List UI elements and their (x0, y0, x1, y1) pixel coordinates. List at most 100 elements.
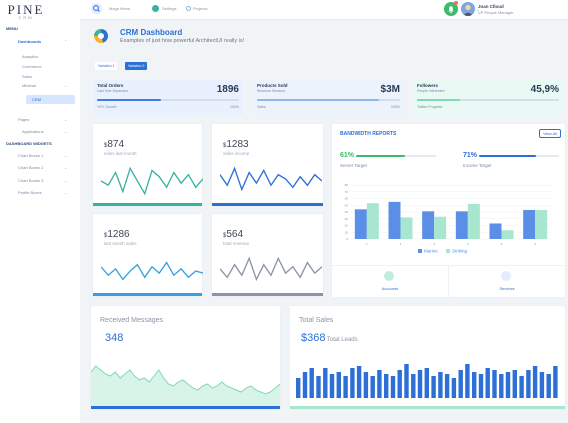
accounts-button[interactable]: Accounts (332, 266, 448, 298)
mega-menu-link[interactable]: Mega Menu (109, 6, 130, 11)
stat-title: Followers (417, 83, 439, 88)
card-accent-bar (212, 203, 323, 206)
bar-marine (489, 223, 502, 239)
sales-bar (485, 368, 490, 398)
chevron-down-icon[interactable]: ⌄ (64, 178, 68, 183)
logo-main-text: PINE (7, 2, 45, 17)
stat-subtitle: Revenue Streams (257, 89, 286, 93)
x-tick-label: 3 (433, 242, 435, 246)
sparkline (220, 166, 322, 192)
stat-subtitle: People Interested (417, 89, 445, 93)
income-target-label: Income Target (463, 163, 492, 168)
sidebar-item-applications[interactable]: Applications (22, 129, 44, 134)
sidebar-item-sales[interactable]: Sales (22, 74, 33, 79)
sidebar-item-chart-boxes-1[interactable]: Chart Boxes 1 (18, 153, 44, 158)
app-logo[interactable]: PINE CRM (6, 3, 46, 20)
notification-button[interactable] (444, 2, 458, 16)
income-target-track (479, 155, 559, 157)
legend-swatch (418, 249, 422, 253)
bandwidth-bar-chart: 0 10 20 30 40 50 60 70 80 1 2 3 4 5 6 Marine Striking (345, 183, 552, 254)
sales-income-card: $1283 sales income (212, 124, 323, 206)
card-accent-bar (93, 203, 202, 206)
sidebar: PINE CRM MENU Dashboards ⌃ Analytics Com… (0, 0, 80, 423)
mini-amount: 874 (107, 139, 125, 150)
income-target-fill (479, 155, 536, 157)
last-month-sales-card: $1286 last month sales (93, 214, 203, 296)
y-tick-label: 60 (345, 197, 349, 201)
messages-title: Received Messages (100, 317, 164, 324)
sidebar-item-chart-boxes-2[interactable]: Chart Boxes 2 (18, 165, 44, 170)
sidebar-item-dashboards[interactable]: Dashboards (18, 39, 42, 44)
bar-marine (354, 209, 367, 239)
search-icon (93, 5, 100, 12)
sidebar-item-profile-boxes[interactable]: Profile Boxes (18, 190, 42, 195)
avatar[interactable] (461, 2, 475, 16)
settings-link[interactable]: Settings (162, 6, 176, 11)
chevron-down-icon[interactable]: ⌄ (64, 83, 68, 88)
messages-area-chart (91, 365, 280, 406)
bar-striking (434, 216, 447, 239)
currency-symbol: $ (223, 233, 227, 239)
search-button[interactable] (91, 3, 102, 14)
sales-bar (377, 370, 382, 398)
sidebar-item-commerce[interactable]: Commerce (22, 64, 42, 69)
chevron-down-icon[interactable]: ⌄ (64, 153, 68, 158)
messages-area-line (91, 365, 280, 395)
bar-striking (467, 203, 480, 239)
stat-progress-fill (257, 99, 379, 101)
stat-progress-fill (97, 99, 161, 101)
chevron-down-icon[interactable]: ⌄ (64, 190, 68, 195)
stat-title: Total Orders (97, 83, 124, 88)
currency-symbol: $ (223, 143, 227, 149)
sidebar-item-minimal[interactable]: Minimal (22, 83, 36, 88)
tab-variation-2[interactable]: Variation 2 (125, 62, 148, 70)
mini-value: $874 (104, 139, 124, 150)
stat-percent: 100% (230, 105, 239, 109)
bar-striking (366, 203, 379, 239)
x-tick-label: 5 (501, 242, 503, 246)
chevron-down-icon[interactable]: ⌄ (64, 129, 68, 134)
total-sales-bar-chart (296, 364, 558, 398)
mega-menu-label: Mega Menu (109, 6, 131, 11)
currency-symbol: $ (104, 143, 108, 149)
stat-value: 45,9% (530, 84, 559, 95)
bandwidth-reports-card: BANDWIDTH REPORTS View All 61% Server Ta… (332, 124, 565, 298)
projects-link[interactable]: Projects (193, 6, 207, 11)
services-button[interactable]: Services (448, 266, 564, 298)
sparkline-chart (220, 256, 322, 282)
tab-variation-1[interactable]: Variation 1 (95, 62, 118, 70)
bar-striking (501, 230, 514, 239)
sidebar-item-pages[interactable]: Pages (18, 117, 30, 122)
sales-bar (397, 370, 402, 398)
sidebar-item-crm[interactable]: CRM (26, 95, 75, 104)
view-all-button[interactable]: View All (539, 129, 561, 138)
sidebar-item-analytics[interactable]: Analytics (22, 54, 39, 59)
stat-subtitle: Last Year Expenses (97, 89, 128, 93)
mini-value: $1286 (104, 229, 130, 240)
sales-bar (438, 372, 443, 398)
y-tick-label: 0 (346, 237, 348, 241)
bar-marine (455, 211, 468, 239)
user-role: VP People Manager (478, 10, 514, 15)
top-bar: Mega Menu Settings Projects ⌄ Joan Cllou… (80, 0, 568, 20)
bandwidth-title: BANDWIDTH REPORTS (340, 131, 397, 137)
crm-dashboard-icon (94, 29, 108, 43)
sales-bar (336, 372, 341, 398)
sales-bar (431, 376, 436, 398)
sales-bar (384, 374, 389, 398)
sparkline-chart (220, 166, 322, 192)
sales-bar (316, 376, 321, 398)
stat-footer: Twitter Progress (417, 105, 443, 109)
sales-bar (478, 374, 484, 398)
chevron-down-icon[interactable]: ⌄ (64, 117, 68, 122)
sidebar-item-chart-boxes-3[interactable]: Chart Boxes 3 (18, 178, 44, 183)
chevron-up-icon[interactable]: ⌃ (64, 39, 68, 44)
avatar-dropdown-icon[interactable]: ⌄ (476, 7, 480, 12)
sales-bar (370, 376, 375, 398)
chevron-down-icon[interactable]: ⌄ (64, 165, 68, 170)
card-accent-bar (91, 406, 280, 409)
sales-bar (302, 372, 308, 398)
income-target-percent: 71% (463, 152, 478, 159)
sales-bar (417, 370, 423, 398)
accounts-icon (384, 271, 394, 281)
